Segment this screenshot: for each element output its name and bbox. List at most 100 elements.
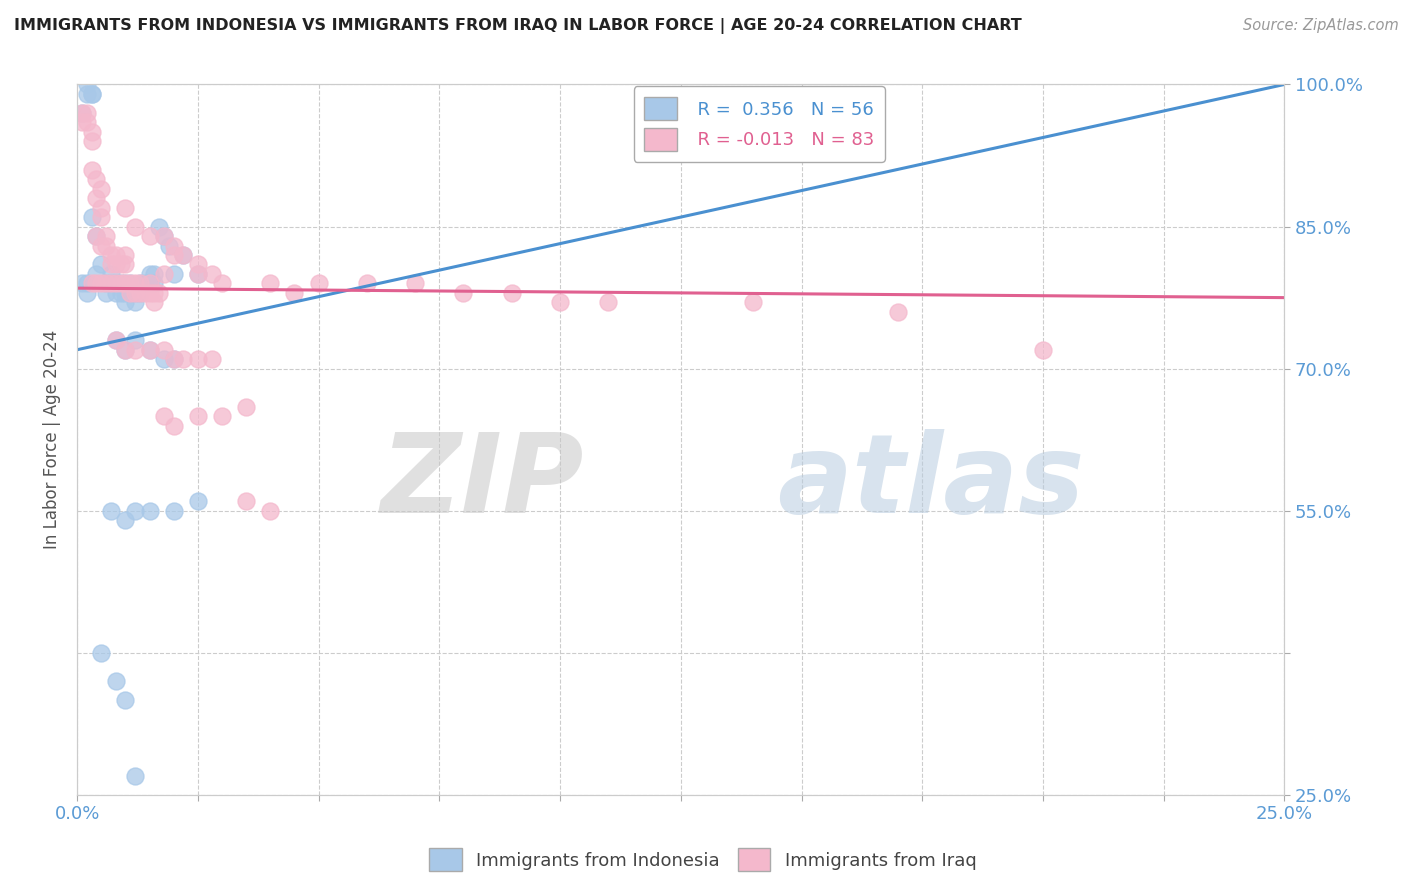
Point — [124, 769, 146, 783]
Point — [134, 285, 156, 300]
Point — [100, 277, 122, 291]
Point — [163, 352, 186, 367]
Point — [104, 248, 127, 262]
Point — [143, 285, 166, 300]
Point — [163, 238, 186, 252]
Text: IMMIGRANTS FROM INDONESIA VS IMMIGRANTS FROM IRAQ IN LABOR FORCE | AGE 20-24 COR: IMMIGRANTS FROM INDONESIA VS IMMIGRANTS … — [14, 18, 1022, 34]
Point — [80, 277, 103, 291]
Point — [143, 277, 166, 291]
Point — [187, 409, 209, 423]
Point — [187, 267, 209, 281]
Point — [124, 285, 146, 300]
Point — [80, 125, 103, 139]
Point — [124, 504, 146, 518]
Point — [114, 277, 136, 291]
Point — [104, 277, 127, 291]
Point — [163, 504, 186, 518]
Point — [138, 285, 160, 300]
Point — [86, 229, 108, 244]
Point — [80, 134, 103, 148]
Point — [283, 285, 305, 300]
Point — [124, 277, 146, 291]
Point — [86, 277, 108, 291]
Point — [76, 285, 98, 300]
Point — [114, 343, 136, 357]
Point — [138, 267, 160, 281]
Point — [148, 219, 170, 234]
Point — [211, 277, 233, 291]
Point — [138, 229, 160, 244]
Point — [76, 115, 98, 129]
Point — [187, 257, 209, 271]
Point — [120, 285, 142, 300]
Point — [114, 295, 136, 310]
Point — [235, 494, 257, 508]
Point — [104, 674, 127, 689]
Point — [80, 210, 103, 224]
Point — [80, 87, 103, 101]
Legend:   R =  0.356   N = 56,   R = -0.013   N = 83: R = 0.356 N = 56, R = -0.013 N = 83 — [634, 87, 884, 161]
Point — [90, 257, 112, 271]
Point — [86, 267, 108, 281]
Point — [1032, 343, 1054, 357]
Point — [138, 343, 160, 357]
Point — [138, 504, 160, 518]
Point — [124, 333, 146, 347]
Point — [308, 277, 330, 291]
Point — [120, 285, 142, 300]
Point — [76, 106, 98, 120]
Point — [128, 285, 150, 300]
Point — [148, 285, 170, 300]
Point — [157, 238, 180, 252]
Point — [172, 248, 194, 262]
Point — [453, 285, 475, 300]
Point — [114, 693, 136, 707]
Point — [94, 277, 117, 291]
Legend: Immigrants from Indonesia, Immigrants from Iraq: Immigrants from Indonesia, Immigrants fr… — [422, 841, 984, 879]
Point — [153, 352, 176, 367]
Point — [153, 267, 176, 281]
Point — [94, 229, 117, 244]
Point — [110, 277, 132, 291]
Point — [235, 400, 257, 414]
Point — [120, 277, 142, 291]
Point — [86, 191, 108, 205]
Point — [110, 285, 132, 300]
Point — [104, 285, 127, 300]
Point — [138, 277, 160, 291]
Point — [100, 277, 122, 291]
Point — [114, 277, 136, 291]
Point — [90, 210, 112, 224]
Point — [104, 333, 127, 347]
Point — [124, 219, 146, 234]
Point — [887, 305, 910, 319]
Point — [100, 248, 122, 262]
Point — [90, 277, 112, 291]
Point — [128, 285, 150, 300]
Point — [86, 229, 108, 244]
Point — [114, 513, 136, 527]
Point — [124, 285, 146, 300]
Point — [404, 277, 426, 291]
Point — [124, 343, 146, 357]
Point — [124, 295, 146, 310]
Point — [128, 277, 150, 291]
Point — [90, 238, 112, 252]
Point — [94, 277, 117, 291]
Point — [172, 248, 194, 262]
Point — [80, 162, 103, 177]
Point — [120, 277, 142, 291]
Point — [76, 87, 98, 101]
Point — [143, 267, 166, 281]
Point — [201, 352, 224, 367]
Point — [153, 343, 176, 357]
Point — [94, 238, 117, 252]
Point — [163, 267, 186, 281]
Point — [104, 257, 127, 271]
Point — [90, 201, 112, 215]
Point — [76, 277, 98, 291]
Point — [138, 343, 160, 357]
Point — [598, 295, 620, 310]
Point — [187, 494, 209, 508]
Point — [172, 352, 194, 367]
